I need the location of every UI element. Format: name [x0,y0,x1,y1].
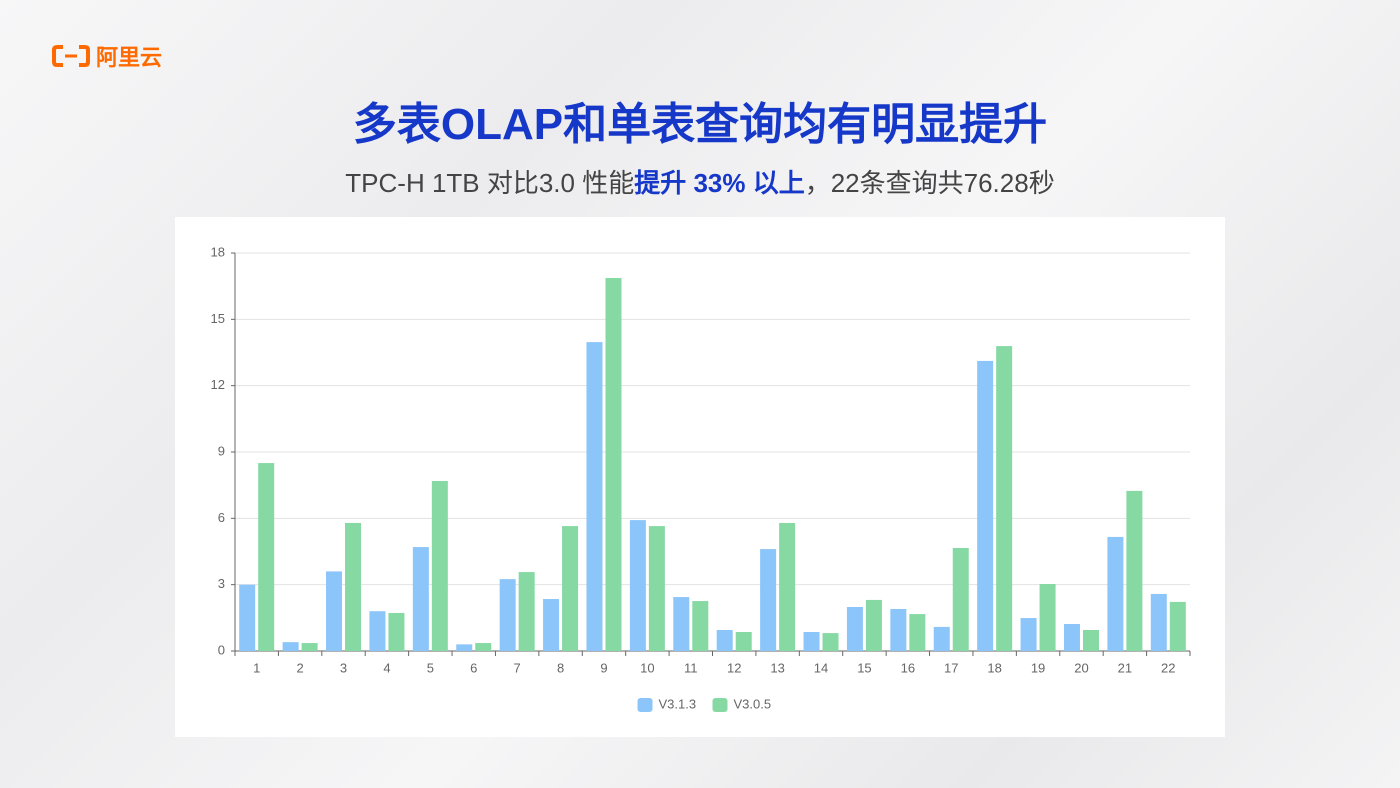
bar [1020,618,1037,651]
logo: 阿里云 [52,40,162,72]
bar [890,608,907,651]
y-tick-label: 15 [211,311,225,326]
title: 多表OLAP和单表查询均有明显提升 [352,100,1048,149]
y-tick-label: 9 [218,443,225,458]
bar [345,522,362,651]
bar [1082,629,1099,651]
bar [369,611,386,651]
bar [543,599,560,651]
bar [673,597,690,651]
bar [326,571,343,651]
bar [803,631,820,651]
bar [258,463,275,651]
y-tick-label: 12 [211,377,225,392]
bar [605,277,622,651]
bar [822,633,839,651]
x-tick-label: 18 [987,660,1001,675]
x-tick-label: 12 [727,660,741,675]
subtitle-text: ，22条查询共76.28秒 [804,168,1055,198]
bar [648,526,665,651]
bar [518,572,535,651]
x-tick-label: 1 [253,660,260,675]
subtitle-text: TPC-H 1TB 对比3.0 性能 [345,168,635,198]
bar [1107,536,1124,651]
bar [1063,624,1080,651]
bar [239,584,256,651]
x-tick-label: 8 [557,660,564,675]
bar [846,606,863,651]
x-tick-label: 16 [901,660,915,675]
x-tick-label: 17 [944,660,958,675]
bar [865,599,882,651]
y-tick-label: 3 [218,576,225,591]
bar [1039,584,1056,651]
x-tick-label: 15 [857,660,871,675]
legend-label: V3.1.3 [659,696,697,711]
bar [388,612,405,651]
legend-swatch [637,698,653,712]
logo-text: 阿里云 [96,45,163,70]
subtitle-highlight: 提升 33% 以上 [634,168,805,198]
x-tick-label: 6 [470,660,477,675]
bar [692,601,709,651]
y-tick-label: 6 [218,510,225,525]
bar [301,643,318,651]
x-tick-label: 4 [383,660,390,675]
legend-swatch [712,698,728,712]
bar [779,522,796,651]
legend-label: V3.0.5 [734,696,772,711]
subtitle: TPC-H 1TB 对比3.0 性能提升 33% 以上，22条查询共76.28秒 [0,163,1400,200]
bar [716,629,733,651]
bar [1150,593,1167,651]
bar [909,614,926,651]
x-tick-label: 3 [340,660,347,675]
x-tick-label: 10 [640,660,654,675]
x-tick-label: 11 [684,660,698,675]
x-tick-label: 13 [770,660,784,675]
bar [499,579,516,651]
bar [562,526,579,651]
bar [629,520,646,651]
bar [586,342,603,651]
bar [475,643,492,651]
y-tick-label: 18 [211,244,225,259]
x-tick-label: 5 [427,660,434,675]
x-tick-label: 9 [600,660,607,675]
bar [952,547,969,651]
bar [933,626,950,651]
y-tick-label: 0 [218,642,225,657]
bar [431,480,448,651]
x-tick-label: 21 [1118,660,1132,675]
bar [977,360,994,651]
bar [1126,490,1143,651]
x-tick-label: 22 [1161,660,1175,675]
chart-panel: 0 3 6 9 12 15 18 1 2 3 4 5 6 7 8 9 10 11 12 13 14 15 16 17 18 19 2… [175,217,1225,737]
bar [456,644,473,651]
bar [412,547,429,651]
bar [1169,601,1186,651]
bar [760,549,777,651]
x-tick-label: 2 [296,660,303,675]
x-tick-label: 20 [1074,660,1088,675]
bar [282,642,299,651]
logo-icon [52,45,90,67]
x-tick-label: 14 [814,660,828,675]
bar [996,346,1013,651]
x-tick-label: 19 [1031,660,1045,675]
x-tick-label: 7 [514,660,521,675]
bar [735,631,752,651]
